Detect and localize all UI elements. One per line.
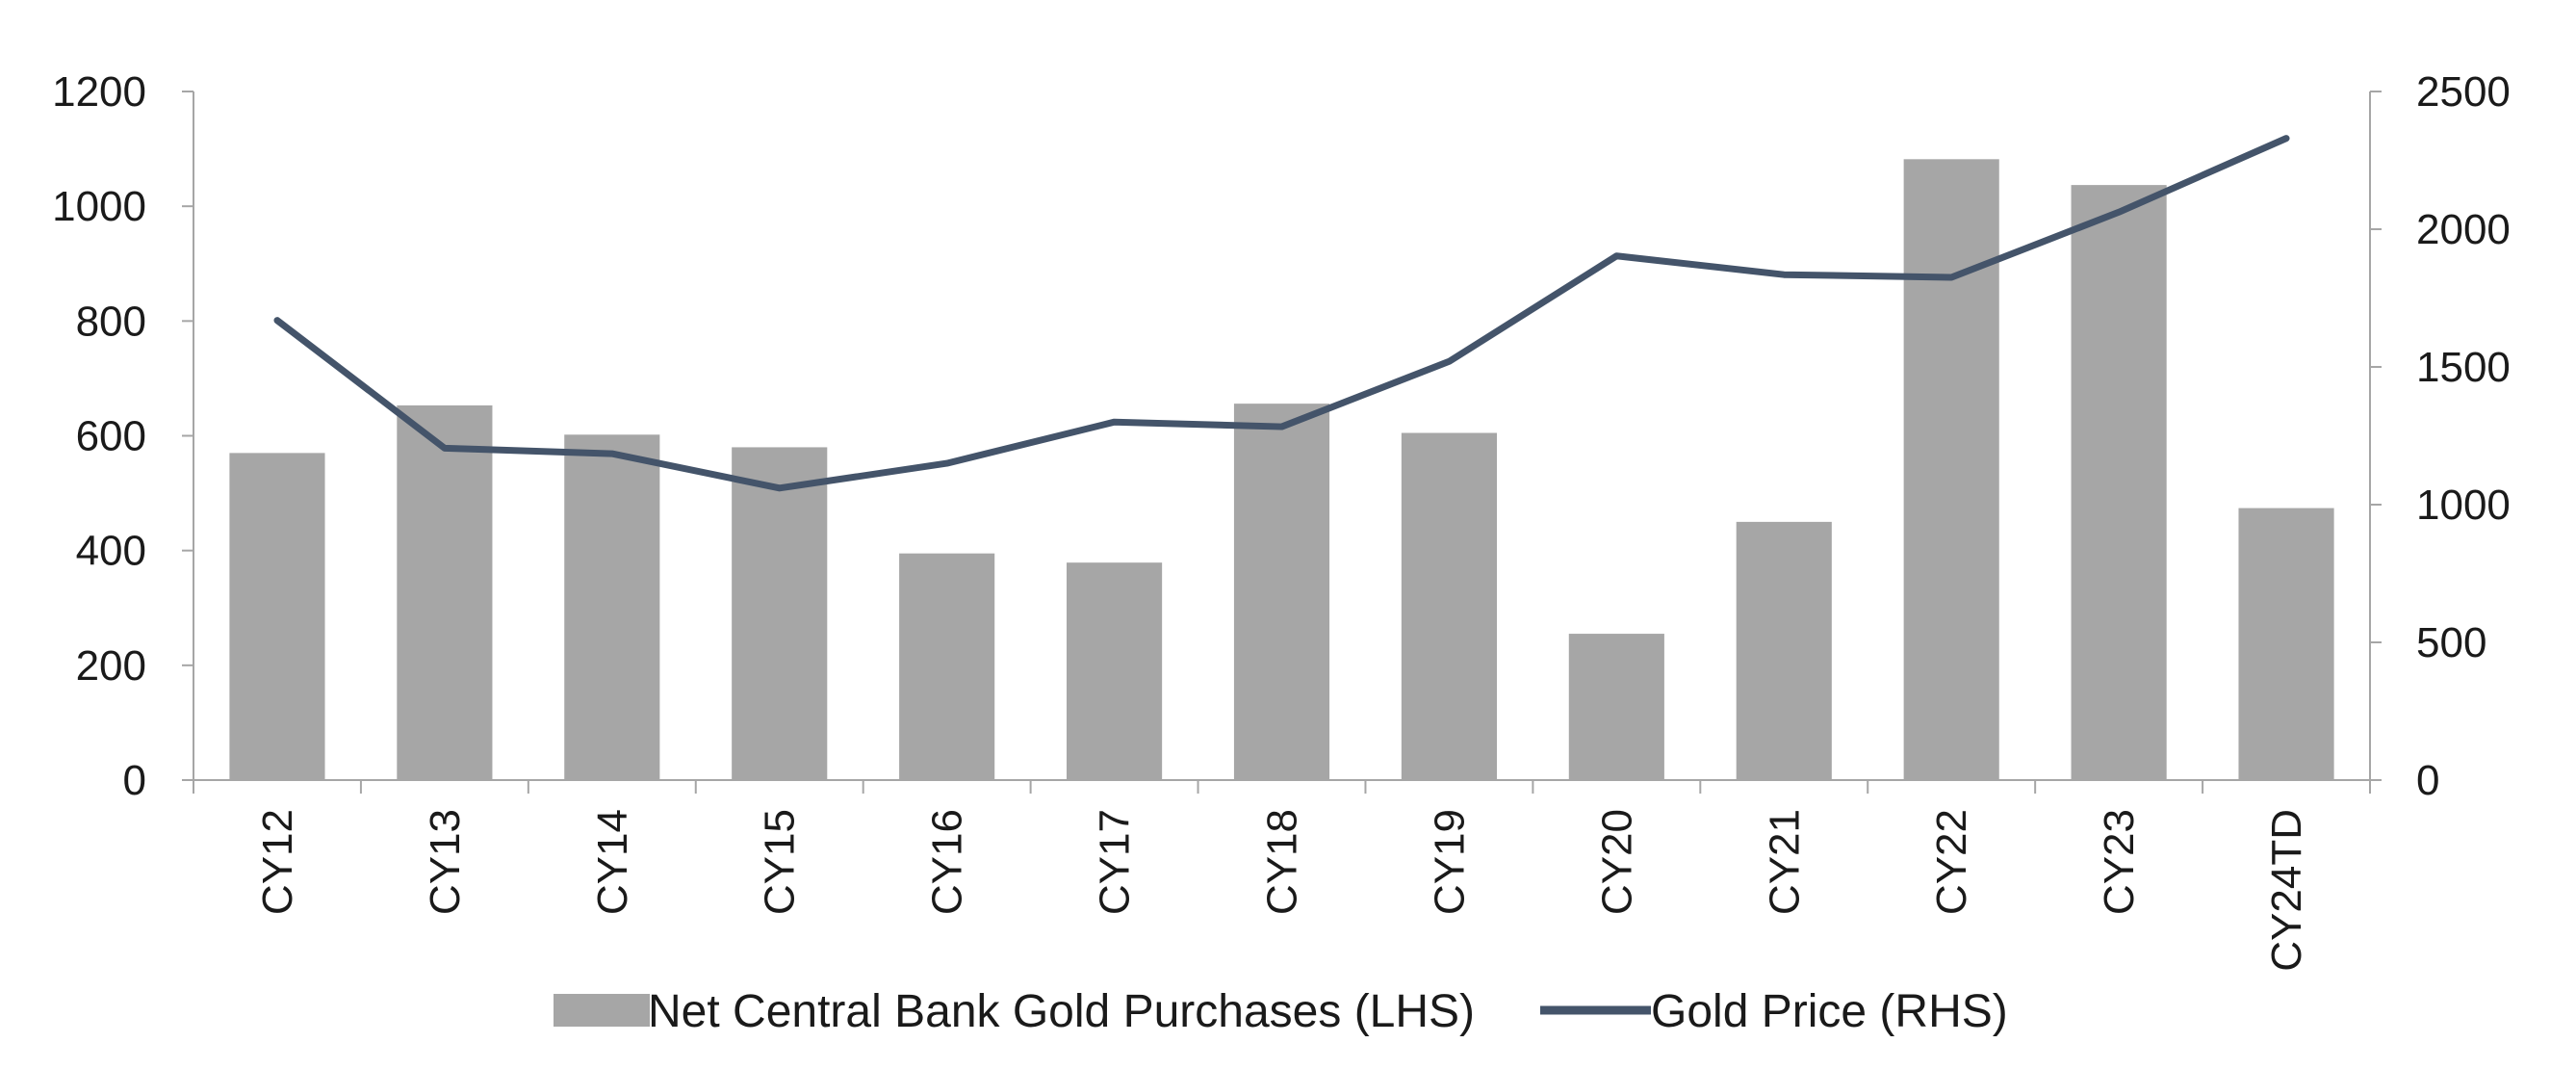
line-point-cy23: [2118, 211, 2120, 213]
x-tick-label-cy22: CY22: [1928, 809, 1975, 915]
bar-cy16: [899, 553, 995, 780]
bar-cy19: [1401, 432, 1497, 780]
line-point-cy12: [276, 320, 278, 322]
x-tick-label-cy19: CY19: [1426, 809, 1473, 915]
left-tick-label: 0: [123, 757, 146, 804]
left-tick-label: 800: [76, 298, 146, 345]
x-tick-label-cy17: CY17: [1092, 809, 1139, 915]
bar-cy24td: [2238, 508, 2334, 780]
right-tick-label: 1000: [2416, 482, 2511, 529]
line-point-cy20: [1615, 255, 1617, 257]
left-tick-label: 1200: [52, 68, 146, 116]
bar-cy23: [2071, 185, 2167, 780]
left-tick-label: 400: [76, 528, 146, 575]
right-tick-label: 2000: [2416, 206, 2511, 253]
x-tick-label-cy15: CY15: [757, 809, 804, 915]
line-point-cy14: [611, 453, 613, 455]
x-tick-label-cy23: CY23: [2096, 809, 2143, 915]
bar-cy12: [229, 453, 325, 780]
line-point-cy19: [1448, 360, 1450, 362]
left-tick-label: 600: [76, 413, 146, 460]
x-tick-label-cy16: CY16: [924, 809, 971, 915]
x-tick-label-cy24td: CY24TD: [2263, 809, 2310, 972]
x-tick-label-cy13: CY13: [422, 809, 469, 915]
line-point-cy15: [779, 487, 781, 489]
bar-series: [229, 159, 2334, 780]
bar-cy18: [1233, 404, 1330, 780]
legend-label-line: Gold Price (RHS): [1651, 986, 2008, 1037]
line-point-cy21: [1783, 274, 1785, 275]
line-point-cy16: [946, 462, 948, 464]
bar-cy20: [1568, 634, 1664, 780]
x-tick-label-cy20: CY20: [1593, 809, 1640, 915]
line-point-cy17: [1114, 421, 1116, 423]
line-point-cy13: [444, 447, 446, 449]
legend: Net Central Bank Gold Purchases (LHS) Go…: [554, 986, 2008, 1037]
x-tick-label-cy14: CY14: [589, 809, 636, 915]
bar-cy21: [1736, 521, 1832, 780]
x-tick-label-cy18: CY18: [1259, 809, 1306, 915]
line-point-cy18: [1281, 426, 1282, 428]
legend-swatch-bars: [554, 994, 650, 1027]
bar-cy17: [1067, 562, 1163, 780]
x-tick-label-cy12: CY12: [254, 809, 301, 915]
bar-cy13: [397, 404, 493, 780]
line-series: [273, 135, 2290, 492]
line-point-cy24td: [2285, 138, 2287, 140]
right-tick-label: 0: [2416, 757, 2439, 804]
left-tick-label: 1000: [52, 183, 146, 230]
right-tick-label: 1500: [2416, 344, 2511, 391]
left-tick-label: 200: [76, 642, 146, 690]
bar-cy22: [1903, 159, 1999, 780]
bar-cy14: [564, 434, 660, 780]
axes: 0 200 400 600 800 1000 1200 0 500 1000 1500 2000 250…: [52, 68, 2511, 972]
legend-label-bars: Net Central Bank Gold Purchases (LHS): [648, 986, 1475, 1037]
x-tick-label-cy21: CY21: [1761, 809, 1808, 915]
right-tick-label: 500: [2416, 619, 2486, 666]
line-point-cy22: [1950, 276, 1952, 278]
bar-cy15: [732, 447, 828, 780]
right-tick-label: 2500: [2416, 68, 2511, 116]
